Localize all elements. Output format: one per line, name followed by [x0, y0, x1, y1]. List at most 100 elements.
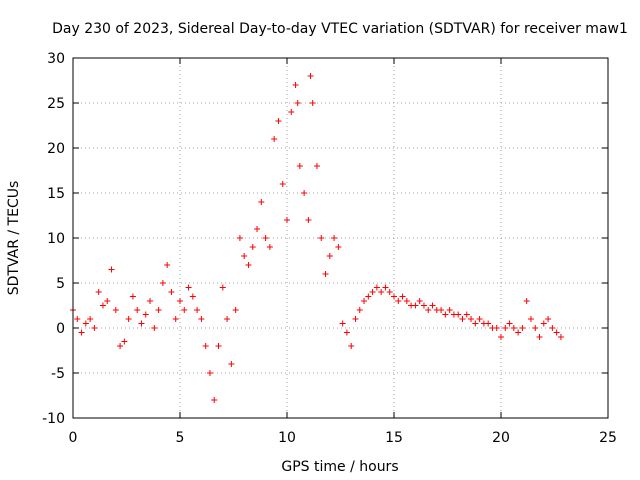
data-point	[536, 334, 543, 340]
data-point	[322, 271, 329, 277]
data-point	[164, 262, 171, 268]
data-point	[429, 302, 436, 309]
data-point	[262, 235, 269, 241]
y-tick-label: 30	[47, 51, 65, 67]
data-point	[549, 325, 556, 331]
data-point	[369, 289, 376, 295]
data-point	[532, 325, 539, 331]
y-tick-label: 0	[56, 321, 65, 337]
data-point	[142, 311, 149, 318]
data-point	[232, 307, 239, 313]
y-tick-label: 25	[47, 96, 65, 112]
data-point	[194, 307, 201, 313]
data-point	[412, 302, 419, 309]
data-point	[198, 316, 205, 322]
data-point	[228, 361, 235, 367]
data-point	[313, 163, 320, 169]
data-point	[399, 293, 406, 300]
data-point	[129, 293, 136, 300]
data-point	[275, 118, 282, 124]
data-point	[540, 320, 547, 327]
data-point	[224, 316, 231, 322]
data-point	[309, 100, 316, 106]
data-point	[455, 311, 462, 318]
data-point	[373, 284, 380, 291]
data-point	[125, 316, 132, 322]
data-point	[284, 217, 290, 223]
data-point	[318, 235, 325, 241]
data-point	[493, 325, 500, 331]
data-point	[206, 370, 213, 376]
data-point	[82, 320, 89, 327]
y-tick-label: -5	[51, 366, 65, 382]
data-point	[202, 343, 209, 349]
data-point	[485, 320, 492, 327]
data-point	[288, 109, 295, 115]
data-point	[112, 307, 119, 313]
data-point	[104, 298, 111, 304]
y-tick-label: -10	[42, 411, 65, 427]
data-point	[472, 320, 479, 327]
y-tick-label: 5	[56, 276, 65, 292]
y-axis-label: SDTVAR / TECUs	[6, 181, 22, 296]
data-point	[339, 320, 346, 327]
data-point	[172, 316, 179, 322]
data-point	[296, 163, 303, 169]
data-point	[438, 307, 445, 313]
data-point	[254, 226, 261, 232]
data-point	[416, 298, 423, 304]
data-point	[527, 316, 534, 322]
data-points	[70, 73, 564, 403]
data-point	[403, 298, 410, 304]
data-point	[361, 298, 368, 304]
data-point	[326, 253, 333, 259]
y-tick-labels: -10 -5 0 5 10 15 20 25 30	[42, 51, 65, 427]
data-point	[271, 136, 278, 142]
data-point	[395, 298, 402, 304]
x-tick-label: 10	[278, 430, 296, 446]
y-tick-label: 20	[47, 141, 65, 157]
x-tick-label: 25	[599, 430, 617, 446]
data-point	[446, 307, 453, 313]
data-point	[74, 316, 81, 322]
data-point	[352, 316, 359, 322]
data-point	[151, 325, 158, 331]
data-point	[356, 307, 363, 313]
data-point	[99, 302, 106, 309]
data-point	[87, 316, 94, 322]
data-point	[279, 181, 286, 187]
data-point	[189, 293, 196, 300]
data-point	[258, 199, 265, 205]
data-point	[476, 316, 483, 322]
x-tick-label: 15	[385, 430, 403, 446]
data-point	[382, 284, 389, 291]
data-point	[292, 82, 299, 88]
data-point	[365, 293, 372, 300]
data-point	[420, 302, 427, 309]
data-point	[510, 325, 517, 331]
data-point	[557, 334, 564, 340]
data-point	[95, 289, 102, 295]
data-point	[185, 284, 192, 291]
data-point	[335, 244, 342, 250]
data-point	[219, 284, 226, 291]
data-point	[515, 329, 522, 336]
x-tick-label: 20	[492, 430, 510, 446]
data-point	[553, 329, 560, 336]
y-tick-label: 15	[47, 186, 65, 202]
data-point	[181, 307, 188, 313]
data-point	[459, 316, 466, 322]
data-point	[159, 280, 166, 286]
data-point	[294, 100, 301, 106]
data-point	[134, 307, 141, 313]
data-point	[468, 316, 475, 322]
data-point	[331, 235, 338, 241]
data-point	[147, 298, 154, 304]
data-point	[211, 397, 218, 403]
data-point	[343, 329, 350, 336]
data-point	[236, 235, 243, 241]
data-point	[245, 262, 252, 268]
data-point	[241, 253, 248, 259]
data-point	[305, 217, 312, 223]
